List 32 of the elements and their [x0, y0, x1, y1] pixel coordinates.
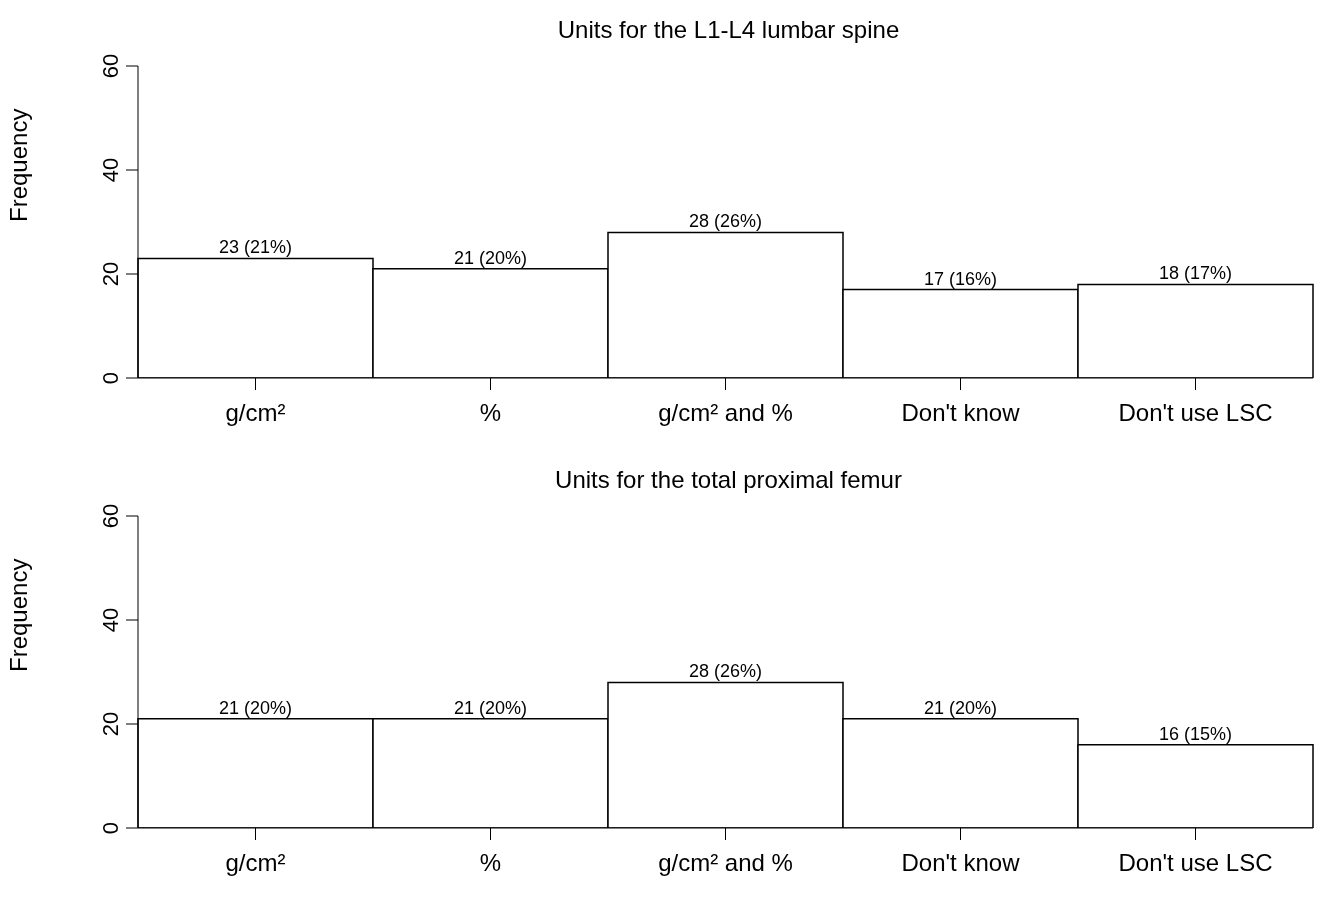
data-label: 21 (20%): [453, 247, 528, 268]
data-label: 21 (20%): [453, 697, 528, 718]
y-tick-label: 20: [98, 261, 123, 287]
x-tick-label: Don't know: [901, 399, 1021, 427]
x-tick-label: Don't use LSC: [1118, 399, 1273, 427]
data-label: 18 (17%): [1158, 263, 1233, 284]
x-tick-label: Don't use LSC: [1118, 849, 1273, 877]
data-label: 21 (20%): [923, 697, 998, 718]
data-label: 28 (26%): [688, 661, 763, 682]
chart-title: Units for the L1-L4 lumbar spine: [556, 16, 901, 44]
y-tick-label: 40: [98, 607, 123, 633]
y-tick-label: 0: [98, 821, 123, 835]
y-tick-label: 60: [98, 53, 123, 79]
data-label: 28 (26%): [688, 211, 763, 232]
data-label: 23 (21%): [218, 237, 293, 258]
x-tick-label: %: [479, 399, 502, 427]
y-tick-label: 60: [98, 503, 123, 529]
y-tick-label: 40: [98, 157, 123, 183]
data-label: 21 (20%): [218, 697, 293, 718]
data-label: 16 (15%): [1158, 723, 1233, 744]
x-tick-label: g/cm² and %: [658, 849, 793, 877]
data-label: 17 (16%): [923, 268, 998, 289]
x-tick-label: %: [479, 849, 502, 877]
y-tick-label: 0: [98, 371, 123, 385]
x-tick-label: g/cm² and %: [658, 399, 793, 427]
x-tick-label: g/cm²: [225, 849, 286, 877]
x-tick-label: Don't know: [901, 849, 1021, 877]
y-axis-title: Frequency: [4, 108, 32, 222]
y-tick-label: 20: [98, 711, 123, 737]
chart-title: Units for the total proximal femur: [554, 466, 903, 494]
x-tick-label: g/cm²: [225, 399, 286, 427]
y-axis-title: Frequency: [4, 558, 32, 672]
